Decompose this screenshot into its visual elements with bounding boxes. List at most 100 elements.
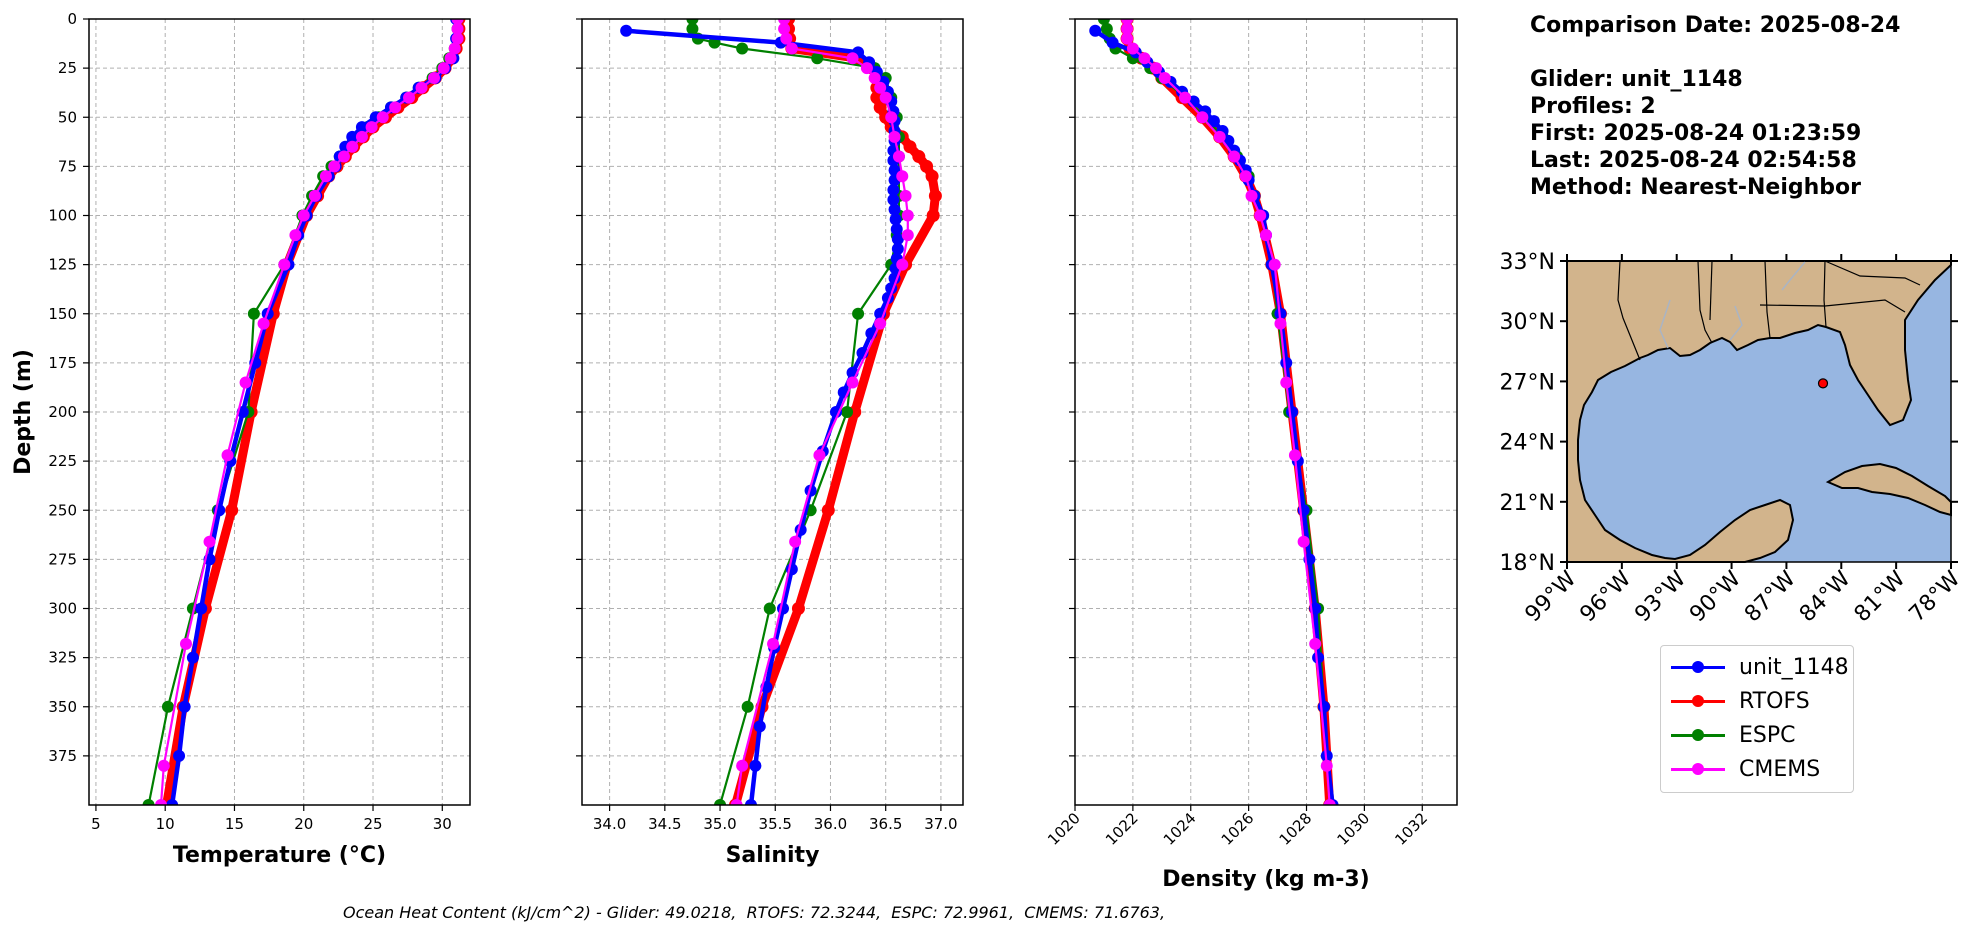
data-point-CMEMS <box>899 189 912 202</box>
data-point-CMEMS <box>444 52 457 65</box>
x-tick-label: 35.5 <box>759 815 792 833</box>
data-point-CMEMS <box>346 140 359 153</box>
profile-panel-3: 1020 1022 1024 1026 1028 1030 1032 Density (kg … <box>1044 18 1458 892</box>
profile-panel-2: 34.0 34.5 35.0 35.5 36.0 36.5 37.0 Salinity <box>576 18 964 868</box>
data-point-CMEMS <box>1260 229 1272 242</box>
x-tick-label: 1022 <box>1102 809 1142 849</box>
data-point-CMEMS <box>1274 317 1287 330</box>
data-point-unit_1148 <box>1089 24 1102 37</box>
lon-tick-label: 96°W <box>1575 566 1636 627</box>
data-point-ESPC <box>841 406 854 418</box>
data-point-unit_1148 <box>753 720 766 733</box>
data-point-CMEMS <box>778 22 791 35</box>
data-point-CMEMS <box>1196 111 1209 124</box>
data-point-unit_1148 <box>891 242 904 255</box>
legend-label: ESPC <box>1739 722 1796 748</box>
y-tick-label: 325 <box>48 649 77 667</box>
data-point-CMEMS <box>257 317 270 330</box>
data-point-unit_1148 <box>173 749 186 762</box>
profile-panel-1: 5 10 15 20 25 3002550751001251501752002252502… <box>11 10 471 868</box>
lon-tick-label: 87°W <box>1740 566 1801 627</box>
lat-tick-label: 27°N <box>1500 370 1555 395</box>
data-point-CMEMS <box>289 229 302 242</box>
data-point-CMEMS <box>1138 52 1151 65</box>
lat-tick-label: 18°N <box>1500 551 1555 576</box>
data-point-CMEMS <box>1213 130 1226 143</box>
data-point-CMEMS <box>319 170 332 183</box>
x-tick-label: 36.5 <box>869 815 902 833</box>
data-point-RTOFS <box>925 169 939 183</box>
data-point-CMEMS <box>157 759 170 772</box>
data-point-CMEMS <box>221 449 234 462</box>
y-tick-label: 0 <box>67 10 77 28</box>
x-tick-label: 1024 <box>1160 809 1200 849</box>
data-point-CMEMS <box>736 759 749 772</box>
data-point-CMEMS <box>1309 637 1322 650</box>
data-point-CMEMS <box>427 71 440 84</box>
data-point-CMEMS <box>1320 759 1333 772</box>
data-point-CMEMS <box>1288 449 1301 462</box>
data-point-CMEMS <box>1121 32 1134 45</box>
data-point-ESPC <box>1100 22 1113 35</box>
series-group <box>620 19 942 805</box>
lon-tick-label: 78°W <box>1905 566 1966 627</box>
y-tick-label: 225 <box>48 452 77 470</box>
data-point-unit_1148 <box>749 759 762 772</box>
data-point-unit_1148 <box>744 799 757 805</box>
lat-tick-label: 24°N <box>1500 431 1555 456</box>
data-point-RTOFS <box>926 209 940 222</box>
lat-tick-label: 21°N <box>1500 491 1555 516</box>
y-tick-label: 100 <box>48 207 77 225</box>
data-point-CMEMS <box>451 19 464 25</box>
data-point-CMEMS <box>1297 535 1310 548</box>
data-point-CMEMS <box>1239 170 1252 183</box>
y-tick-label: 50 <box>58 108 77 126</box>
y-tick-label: 175 <box>48 354 77 372</box>
data-point-CMEMS <box>437 62 450 75</box>
data-point-RTOFS <box>903 140 917 154</box>
map-state-borders <box>1617 260 1921 361</box>
data-point-CMEMS <box>451 32 464 45</box>
y-tick-label: 275 <box>48 550 77 568</box>
data-point-CMEMS <box>1280 376 1293 389</box>
data-point-unit_1148 <box>890 223 903 236</box>
data-point-CMEMS <box>179 637 192 650</box>
x-tick-label: 1020 <box>1044 809 1084 849</box>
x-tick-label: 25 <box>363 815 382 833</box>
data-point-CMEMS <box>1121 19 1134 25</box>
data-point-ESPC <box>686 19 699 25</box>
lat-tick-label: 30°N <box>1500 310 1555 335</box>
data-point-CMEMS <box>778 19 791 25</box>
data-point-unit_1148 <box>355 121 368 134</box>
x-tick-label: 35.0 <box>703 815 736 833</box>
data-point-CMEMS <box>203 535 216 548</box>
data-point-CMEMS <box>1245 189 1258 202</box>
data-point-unit_1148 <box>346 130 359 143</box>
x-tick-label: 34.5 <box>648 815 681 833</box>
data-point-CMEMS <box>885 111 898 124</box>
data-point-ESPC <box>142 799 155 805</box>
data-point-CMEMS <box>892 150 905 163</box>
data-point-CMEMS <box>888 130 901 143</box>
data-point-CMEMS <box>780 32 793 45</box>
data-point-CMEMS <box>767 637 780 650</box>
data-point-CMEMS <box>813 449 826 462</box>
series-line-CMEMS <box>735 19 909 805</box>
data-point-CMEMS <box>846 52 859 65</box>
x-tick-label: 20 <box>294 815 313 833</box>
data-point-RTOFS <box>821 503 835 517</box>
lon-tick-label: 90°W <box>1685 566 1746 627</box>
data-point-CMEMS <box>308 189 321 202</box>
lon-tick-label: 84°W <box>1795 566 1856 627</box>
data-point-CMEMS <box>365 121 378 134</box>
data-point-CMEMS <box>901 209 914 222</box>
data-point-RTOFS <box>791 602 805 615</box>
data-point-unit_1148 <box>891 233 904 246</box>
data-point-CMEMS <box>448 42 461 55</box>
data-point-CMEMS <box>451 22 464 35</box>
data-point-CMEMS <box>1126 42 1139 55</box>
data-point-CMEMS <box>860 62 873 75</box>
x-tick-label: 34.0 <box>593 815 626 833</box>
data-point-RTOFS <box>873 100 887 114</box>
